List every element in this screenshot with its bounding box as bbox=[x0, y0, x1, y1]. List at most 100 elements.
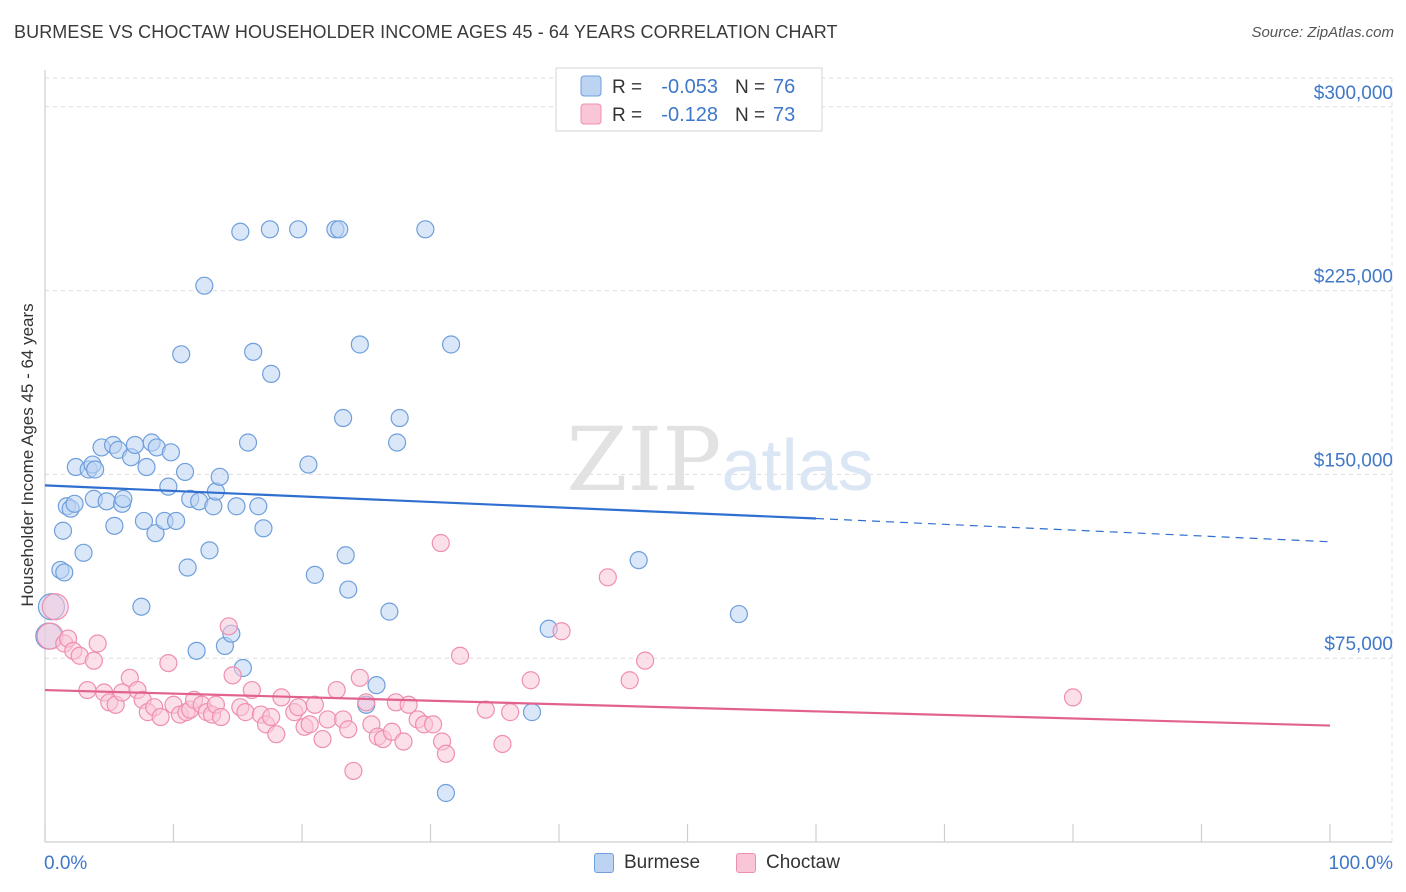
legend-n-label: N = bbox=[735, 105, 765, 126]
burmese-point bbox=[629, 551, 648, 570]
choctaw-point bbox=[635, 651, 655, 670]
burmese-point bbox=[305, 565, 324, 584]
choctaw-swatch bbox=[736, 853, 756, 873]
choctaw-point bbox=[300, 715, 319, 734]
burmese-point bbox=[289, 220, 308, 239]
axes bbox=[44, 70, 1392, 843]
burmese-point bbox=[204, 497, 223, 516]
choctaw-point bbox=[493, 734, 512, 754]
chart-title: BURMESE VS CHOCTAW HOUSEHOLDER INCOME AG… bbox=[14, 22, 838, 42]
burmese-point bbox=[175, 462, 195, 482]
burmese-point bbox=[367, 676, 386, 695]
legend-label-burmese: Burmese bbox=[624, 852, 701, 873]
burmese-trend-line bbox=[44, 484, 817, 520]
burmese-point bbox=[350, 335, 369, 354]
choctaw-points bbox=[36, 533, 1083, 781]
choctaw-point bbox=[344, 761, 363, 781]
choctaw-point bbox=[305, 695, 324, 714]
burmese-point bbox=[125, 435, 145, 455]
x-tick-labels: 0.0% 100.0% bbox=[44, 853, 1393, 874]
legend-r-value: -0.053 bbox=[661, 76, 718, 98]
y-tick-label: $75,000 bbox=[1324, 634, 1393, 655]
burmese-point bbox=[114, 489, 133, 508]
choctaw-point bbox=[501, 703, 520, 722]
choctaw-point bbox=[289, 698, 308, 717]
burmese-point bbox=[53, 521, 73, 540]
burmese-point bbox=[729, 604, 749, 624]
y-tick-label: $300,000 bbox=[1314, 83, 1393, 104]
legend-r-label: R = bbox=[612, 105, 642, 126]
burmese-point bbox=[436, 783, 456, 803]
burmese-point bbox=[380, 602, 399, 621]
burmese-point bbox=[159, 477, 178, 496]
legend-item-choctaw: Choctaw bbox=[736, 852, 840, 874]
choctaw-point bbox=[450, 646, 470, 665]
legend-n-label: N = bbox=[735, 77, 765, 98]
burmese-point bbox=[105, 516, 124, 535]
burmese-point bbox=[441, 335, 461, 354]
burmese-point bbox=[522, 703, 542, 722]
burmese-trend-extension bbox=[815, 517, 1331, 543]
choctaw-point bbox=[431, 533, 450, 553]
burmese-point bbox=[416, 220, 435, 239]
choctaw-point bbox=[552, 622, 571, 641]
choctaw-point bbox=[88, 634, 107, 653]
watermark: ZIPatlas bbox=[566, 408, 873, 511]
legend-swatch-burmese bbox=[580, 75, 602, 97]
burmese-point bbox=[200, 541, 219, 560]
choctaw-point bbox=[242, 680, 261, 700]
choctaw-point bbox=[219, 617, 238, 636]
legend-swatch-choctaw bbox=[580, 103, 602, 125]
burmese-point bbox=[244, 342, 263, 361]
legend-n-value: 73 bbox=[773, 104, 795, 126]
choctaw-point bbox=[159, 653, 178, 673]
legend-n-value: 76 bbox=[773, 76, 795, 98]
burmese-point bbox=[65, 494, 84, 513]
burmese-point bbox=[262, 364, 281, 383]
correlation-legend: R = -0.053 N = 76 R = -0.128 N = 73 bbox=[555, 67, 823, 132]
choctaw-point bbox=[1063, 688, 1083, 707]
burmese-point bbox=[161, 443, 181, 462]
burmese-point bbox=[334, 408, 353, 428]
choctaw-point bbox=[262, 707, 281, 727]
burmese-point bbox=[387, 433, 407, 452]
burmese-point bbox=[210, 467, 229, 486]
choctaw-point bbox=[382, 722, 402, 741]
choctaw-point bbox=[394, 732, 413, 751]
burmese-point bbox=[55, 563, 74, 582]
choctaw-point bbox=[620, 671, 639, 690]
burmese-point bbox=[339, 580, 358, 599]
chart-source: Source: ZipAtlas.com bbox=[1251, 24, 1394, 41]
legend-item-burmese: Burmese bbox=[594, 852, 700, 874]
burmese-point bbox=[86, 460, 105, 479]
choctaw-trend-line bbox=[44, 688, 1331, 727]
choctaw-point bbox=[151, 707, 170, 727]
y-tick-label: $150,000 bbox=[1314, 450, 1393, 471]
burmese-point bbox=[299, 455, 318, 474]
choctaw-point bbox=[521, 671, 540, 690]
choctaw-point bbox=[399, 695, 418, 714]
burmese-point bbox=[146, 524, 165, 543]
burmese-point bbox=[132, 597, 151, 616]
legend-r-value: -0.128 bbox=[661, 104, 718, 126]
burmese-point bbox=[97, 492, 116, 511]
choctaw-point bbox=[350, 668, 369, 687]
series-legend: Burmese Choctaw bbox=[0, 852, 1406, 878]
choctaw-point bbox=[211, 707, 231, 727]
burmese-point bbox=[137, 457, 156, 477]
choctaw-point bbox=[84, 651, 103, 670]
y-tick-labels: $300,000 $225,000 $150,000 $75,000 bbox=[1314, 83, 1393, 655]
burmese-point bbox=[195, 276, 214, 295]
burmese-point bbox=[231, 222, 250, 241]
choctaw-point bbox=[339, 720, 358, 739]
burmese-point bbox=[330, 220, 349, 239]
burmese-point bbox=[254, 519, 273, 538]
choctaw-point bbox=[357, 693, 376, 712]
choctaw-point bbox=[476, 700, 495, 719]
choctaw-point bbox=[236, 703, 255, 722]
burmese-point bbox=[134, 511, 154, 531]
burmese-point bbox=[172, 345, 191, 364]
trend-lines bbox=[44, 484, 1331, 727]
choctaw-point bbox=[423, 715, 443, 734]
